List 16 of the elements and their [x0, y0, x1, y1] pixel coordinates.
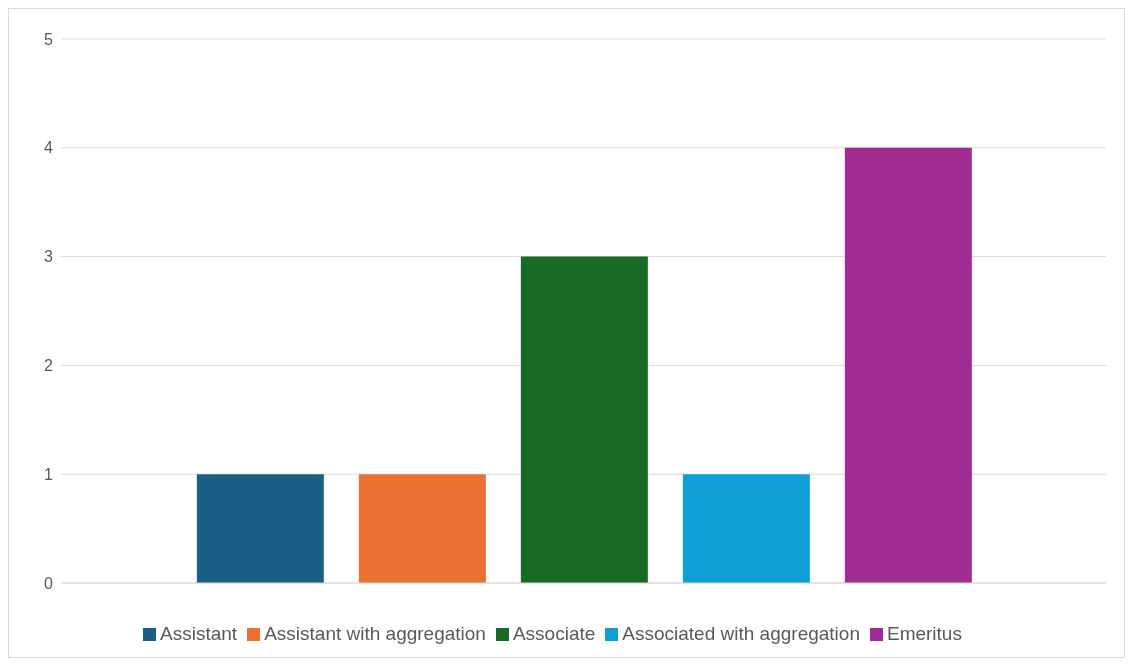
- y-tick-label: 4: [44, 139, 54, 157]
- legend-label: Assistant with aggregation: [264, 623, 486, 644]
- bar: [682, 474, 810, 583]
- legend-label: Associate: [512, 623, 596, 644]
- legend-label: Emeritus: [886, 623, 962, 644]
- bar: [358, 474, 486, 583]
- bar: [520, 256, 648, 583]
- y-tick-label: 3: [44, 248, 54, 266]
- legend-label: Assistant: [160, 623, 238, 644]
- y-tick-label: 5: [44, 30, 54, 48]
- y-tick-label: 0: [44, 574, 54, 592]
- y-tick-label: 2: [44, 357, 54, 375]
- y-tick-label: 1: [44, 465, 54, 483]
- bar: [196, 474, 324, 583]
- legend-label: Associated with aggregation: [622, 623, 860, 644]
- bar: [844, 147, 972, 583]
